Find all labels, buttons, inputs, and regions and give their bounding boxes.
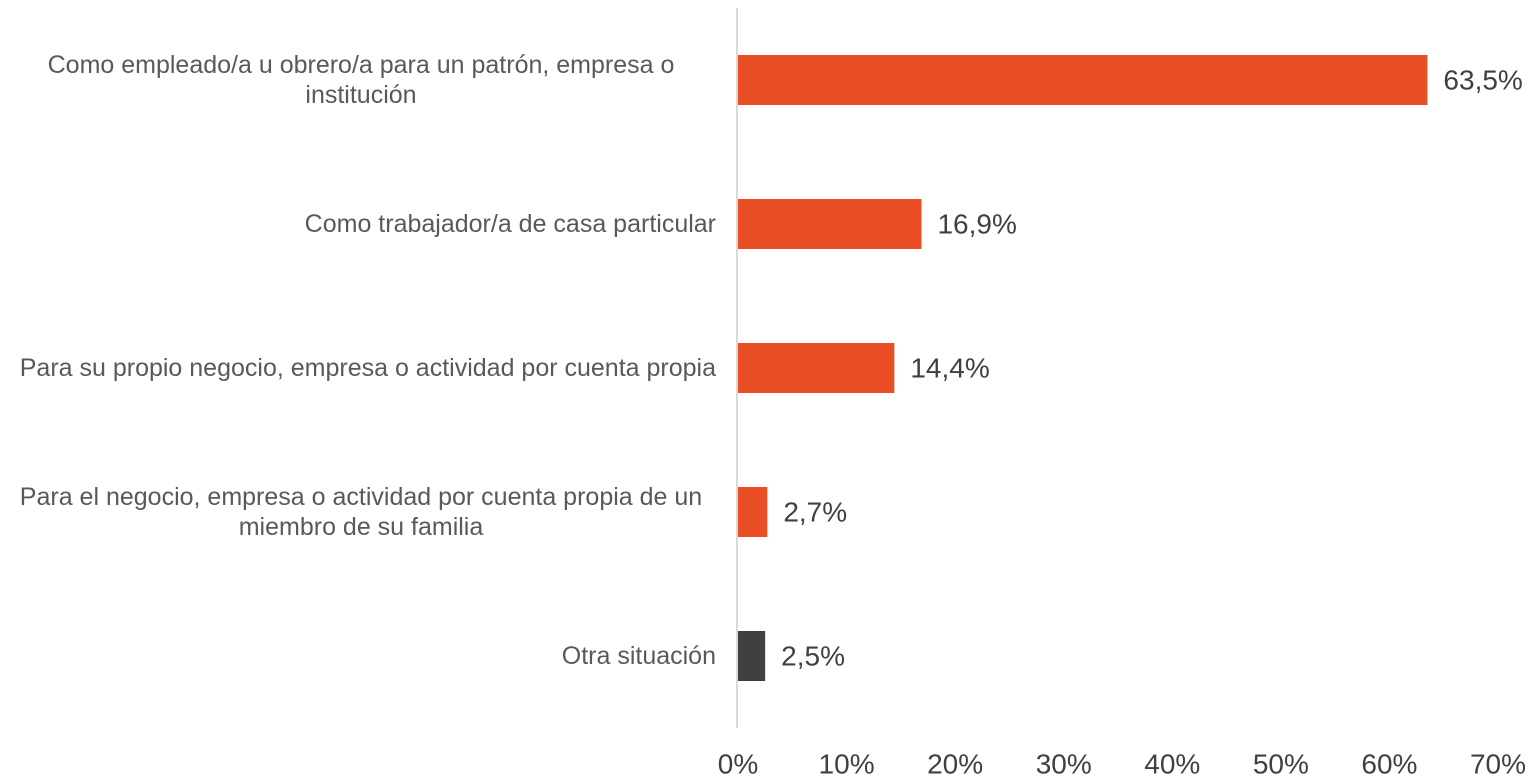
x-tick-label: 10% <box>819 748 875 779</box>
bar <box>738 631 766 681</box>
x-tick-label: 40% <box>1144 748 1200 779</box>
y-tick-label: Para su propio negocio, empresa o activi… <box>6 353 716 383</box>
y-tick-label: Para el negocio, empresa o actividad por… <box>6 482 716 542</box>
x-tick-label: 20% <box>927 748 983 779</box>
bar <box>738 199 922 249</box>
x-tick-label: 30% <box>1036 748 1092 779</box>
category-text: Otra situación <box>561 642 716 670</box>
category-text: Para su propio negocio, empresa o activi… <box>19 354 716 382</box>
y-tick-label: Como trabajador/a de casa particular <box>6 209 716 239</box>
x-tick-label: 50% <box>1253 748 1309 779</box>
bar <box>738 487 768 537</box>
value-label: 14,4% <box>910 352 989 383</box>
bar <box>738 55 1428 105</box>
x-tick-label: 70% <box>1470 748 1526 779</box>
bar <box>738 343 895 393</box>
y-tick-label: Otra situación <box>6 641 716 671</box>
y-tick-label: Como empleado/a u obrero/a para un patró… <box>6 50 716 110</box>
category-text: Como trabajador/a de casa particular <box>304 210 716 238</box>
value-label: 2,5% <box>781 640 845 671</box>
x-tick-label: 0% <box>718 748 758 779</box>
category-text: Como empleado/a u obrero/a para un patró… <box>47 51 675 109</box>
value-label: 63,5% <box>1443 64 1522 95</box>
category-text: Para el negocio, empresa o actividad por… <box>19 483 703 541</box>
value-label: 16,9% <box>937 208 1016 239</box>
x-tick-label: 60% <box>1361 748 1417 779</box>
value-label: 2,7% <box>783 496 847 527</box>
